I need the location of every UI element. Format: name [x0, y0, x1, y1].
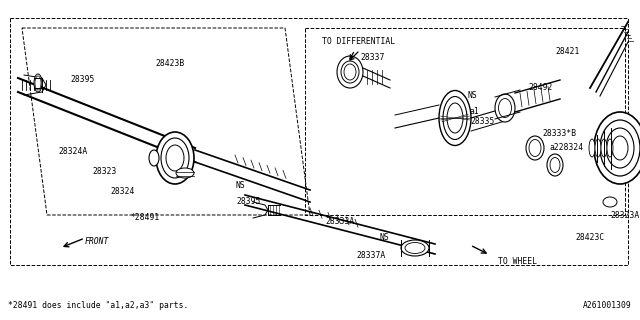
Text: 28333*B: 28333*B	[542, 129, 576, 138]
Text: A261001309: A261001309	[583, 301, 632, 310]
Ellipse shape	[547, 154, 563, 176]
Text: 28395: 28395	[236, 197, 260, 206]
Text: 28323: 28323	[92, 167, 116, 177]
Text: 28337A: 28337A	[356, 251, 385, 260]
Text: *28491 does include "a1,a2,a3" parts.: *28491 does include "a1,a2,a3" parts.	[8, 301, 188, 310]
Text: 28333A: 28333A	[325, 218, 355, 227]
Text: 28337: 28337	[360, 52, 385, 61]
Ellipse shape	[607, 139, 613, 157]
Ellipse shape	[495, 94, 515, 122]
Text: NS: NS	[467, 91, 477, 100]
Text: 28324A: 28324A	[58, 148, 87, 156]
Ellipse shape	[595, 139, 601, 157]
Text: NS: NS	[236, 180, 246, 189]
Text: 28421: 28421	[555, 47, 579, 57]
Ellipse shape	[594, 112, 640, 184]
Ellipse shape	[603, 197, 617, 207]
Text: FRONT: FRONT	[85, 237, 109, 246]
Ellipse shape	[439, 91, 471, 146]
Ellipse shape	[401, 240, 429, 256]
Text: 28395: 28395	[70, 76, 94, 84]
Text: 28423B: 28423B	[155, 59, 184, 68]
Ellipse shape	[176, 168, 194, 178]
Ellipse shape	[601, 139, 607, 157]
Text: 28492: 28492	[528, 84, 552, 92]
Text: a1: a1	[470, 108, 480, 116]
Text: TO WHEEL: TO WHEEL	[498, 258, 537, 267]
Ellipse shape	[34, 74, 42, 92]
Ellipse shape	[337, 56, 363, 88]
Ellipse shape	[149, 150, 159, 166]
Ellipse shape	[589, 139, 595, 157]
Text: TO DIFFERENTIAL: TO DIFFERENTIAL	[322, 37, 395, 46]
Text: 28423C: 28423C	[575, 234, 604, 243]
Text: 28335: 28335	[470, 117, 494, 126]
Text: 28323A: 28323A	[610, 211, 639, 220]
Text: 28324: 28324	[110, 188, 134, 196]
Text: a228324: a228324	[550, 143, 584, 153]
Text: *28491: *28491	[130, 212, 159, 221]
Ellipse shape	[156, 132, 194, 184]
Text: NS: NS	[380, 234, 390, 243]
Ellipse shape	[526, 136, 544, 160]
